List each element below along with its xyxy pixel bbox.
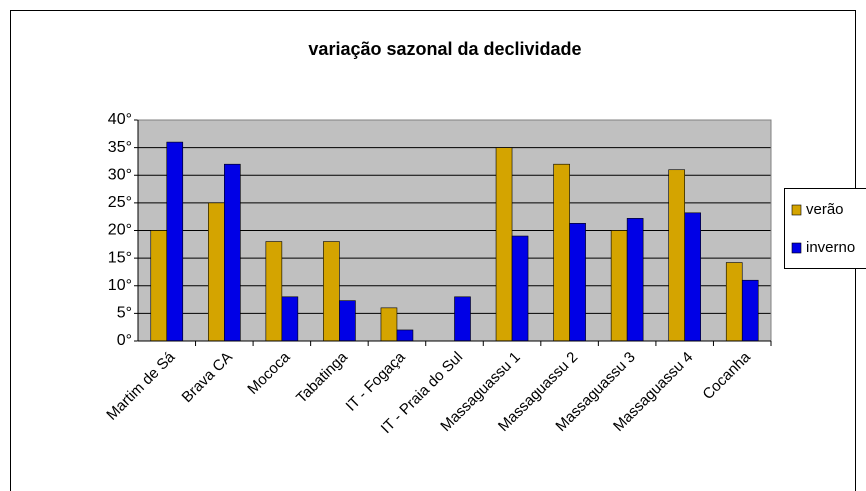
bar (208, 202, 225, 342)
bar (339, 300, 356, 342)
y-tick-label: 30° (108, 166, 132, 183)
chart-title: variação sazonal da declividade (308, 39, 581, 59)
legend-swatch (791, 242, 802, 254)
bar (553, 163, 570, 342)
bar (668, 169, 685, 342)
legend-label: inverno (806, 239, 855, 256)
bar (610, 230, 628, 342)
y-tick-label: 10° (108, 277, 132, 294)
bar (323, 241, 340, 342)
y-tick-label: 35° (108, 139, 132, 156)
bar (495, 147, 513, 342)
bar (725, 262, 743, 342)
bar (626, 218, 644, 342)
y-tick-label: 15° (108, 249, 132, 266)
bar (150, 230, 168, 342)
y-tick-label: 0° (117, 332, 132, 349)
bars (150, 141, 759, 342)
bar (380, 307, 398, 342)
y-tick-label: 5° (117, 305, 132, 322)
y-tick-label: 40° (108, 111, 132, 128)
legend-label: verão (806, 201, 844, 218)
bar (166, 141, 184, 342)
bar (281, 296, 299, 342)
legend-swatch (791, 204, 802, 216)
y-tick-label: 20° (108, 222, 132, 239)
bar (224, 163, 241, 342)
bar (511, 235, 529, 342)
bar (684, 212, 701, 342)
bar (569, 223, 586, 342)
bar (741, 279, 759, 342)
bar (265, 241, 283, 342)
legend (784, 188, 866, 269)
bar (396, 329, 414, 342)
bar (454, 296, 471, 342)
y-tick-label: 25° (108, 194, 132, 211)
